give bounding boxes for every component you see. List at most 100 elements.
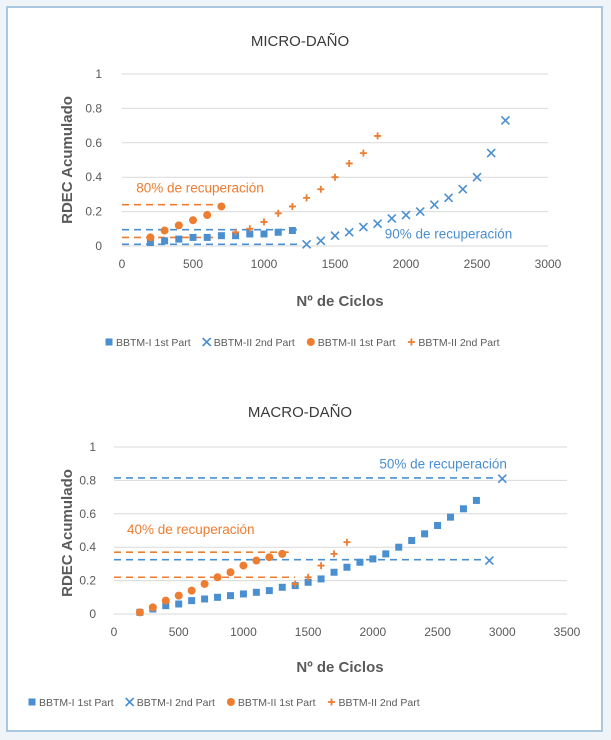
chart2-data-point — [214, 593, 222, 601]
chart2-data-point — [343, 563, 351, 571]
chart2-data-point — [174, 591, 183, 600]
chart1-data-point — [246, 230, 254, 238]
chart1-data-point — [232, 228, 240, 236]
chart1-series — [302, 115, 510, 249]
chart2-y-tick-label: 0.6 — [79, 507, 96, 521]
chart2-data-point — [200, 579, 209, 588]
chart1-data-point — [302, 239, 312, 249]
chart2-x-tick-label: 2500 — [424, 625, 451, 639]
chart1-data-point — [344, 227, 354, 237]
chart1-y-tick-label: 0 — [95, 239, 102, 253]
chart1-data-point — [174, 221, 183, 230]
chart1-data-point — [288, 227, 296, 235]
chart2-data-point — [252, 556, 261, 565]
chart1-data-point — [274, 228, 282, 236]
chart2-series — [291, 538, 351, 588]
chart1-data-point — [203, 233, 211, 241]
chart2-annotation: 40% de recuperación — [127, 522, 255, 537]
chart2-plot-area: 0 0.2 0.4 0.6 0.8 1 0 500 1000 1500 2000 2500 3000 35… — [28, 440, 581, 709]
chart1-data-point — [387, 213, 397, 224]
chart1-data-point — [373, 219, 383, 229]
chart2-legend-label: BBTM-I 1st Part — [39, 697, 114, 709]
chart1-x-axis-label: Nº de Ciclos — [296, 293, 383, 310]
chart1-data-point — [359, 149, 367, 157]
chart1-y-tick-label: 1 — [95, 67, 102, 81]
chart2-x-tick-label: 500 — [169, 625, 189, 639]
chart2-data-point — [356, 558, 364, 566]
chart1-data-point — [146, 233, 155, 242]
chart2-x-tick-label: 1500 — [295, 625, 322, 639]
chart1-series — [232, 132, 382, 236]
chart1-legend-marker — [202, 337, 212, 347]
chart1-data-point — [317, 185, 325, 193]
chart1-x-tick-label: 1500 — [322, 257, 349, 271]
chart2-series — [484, 474, 507, 566]
chart2-data-point — [161, 596, 170, 605]
chart1-y-tick-label: 0.6 — [85, 136, 102, 150]
chart1-data-point — [217, 232, 225, 240]
chart2-data-point — [382, 550, 390, 558]
chart2-data-point — [395, 543, 403, 551]
chart2-series — [136, 496, 480, 616]
chart1-legend-label: BBTM-II 1st Part — [318, 337, 396, 349]
chart1-y-tick-label: 0.2 — [85, 205, 102, 219]
chart1-data-point — [486, 148, 496, 158]
chart2-legend-marker — [28, 698, 36, 706]
chart2-data-point — [278, 583, 286, 591]
chart1-legend-marker — [407, 338, 415, 346]
chart1-data-point — [288, 202, 296, 210]
chart2-x-tick-label: 0 — [111, 625, 118, 639]
chart2-data-point — [459, 505, 467, 513]
chart1-annotation: 90% de recuperación — [385, 226, 513, 241]
chart2-data-point — [317, 562, 325, 570]
chart2-data-point — [497, 474, 507, 484]
chart2-data-point — [265, 587, 273, 595]
chart2-data-point — [239, 561, 248, 570]
chart1-x-tick-label: 0 — [119, 257, 126, 271]
chart1-title: MICRO-DAÑO — [251, 33, 349, 50]
chart1-data-point — [444, 193, 454, 203]
chart1-legend-marker — [306, 338, 315, 346]
chart1-y-tick-label: 0.8 — [85, 101, 102, 115]
chart2-y-tick-label: 1 — [89, 440, 96, 454]
chart1-legend-label: BBTM-II 2nd Part — [214, 337, 295, 349]
chart2-data-point — [304, 578, 312, 586]
chart1-data-point — [161, 237, 169, 245]
chart2-data-point — [226, 592, 234, 600]
chart2-x-tick-label: 2000 — [360, 625, 387, 639]
chart2-legend-label: BBTM-II 2nd Part — [339, 697, 420, 709]
chart2-data-point — [201, 595, 209, 603]
chart2-y-tick-label: 0.2 — [79, 574, 96, 588]
chart1-data-point — [358, 222, 368, 232]
chart1-legend-label: BBTM-II 2nd Part — [418, 337, 499, 349]
chart2-data-point — [421, 530, 429, 538]
chart2-data-point — [369, 555, 377, 563]
chart1-x-tick-label: 2000 — [393, 257, 420, 271]
chart2-x-axis-label: Nº de Ciclos — [296, 659, 383, 676]
chart1-data-point — [274, 209, 282, 217]
chart2-data-point — [447, 513, 455, 521]
chart1-annotation: 80% de recuperación — [136, 181, 264, 196]
chart1-data-point — [331, 173, 339, 181]
chart1-data-point — [429, 200, 439, 210]
chart2-data-point — [162, 602, 170, 610]
chart1-data-point — [217, 202, 226, 211]
chart1-data-point — [316, 236, 326, 246]
chart2-title: MACRO-DAÑO — [248, 404, 352, 421]
chart2-data-point — [252, 588, 260, 596]
chart2-data-point — [472, 496, 480, 504]
chart1-data-point — [330, 231, 340, 241]
chart2-data-point — [484, 555, 494, 566]
chart1-y-tick-label: 0.4 — [85, 170, 102, 184]
chart2-series — [135, 549, 287, 617]
chart2-x-tick-label: 1000 — [230, 625, 257, 639]
chart1-x-tick-label: 3000 — [535, 257, 562, 271]
chart2-y-axis-label: RDEC Acumulado — [59, 469, 76, 597]
chart2-data-point — [148, 603, 157, 612]
chart2-data-point — [278, 549, 287, 558]
chart1-data-point — [189, 233, 197, 241]
chart1-data-point — [345, 159, 353, 167]
chart2-legend-marker — [125, 697, 135, 707]
chart2-data-point — [239, 590, 247, 598]
